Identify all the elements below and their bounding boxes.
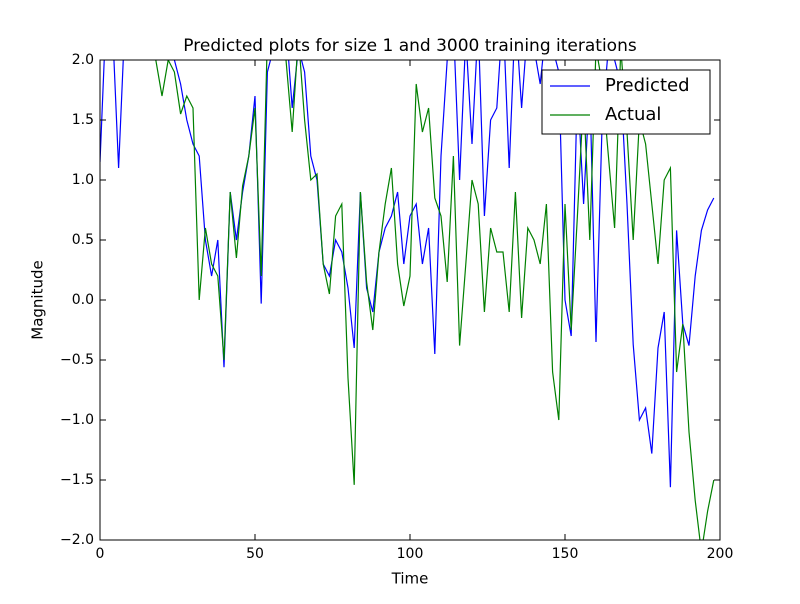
x-axis-label: Time — [391, 570, 429, 588]
y-tick-label: 0.0 — [72, 292, 94, 308]
legend-label: Actual — [605, 104, 661, 125]
y-tick-label: 0.5 — [72, 232, 94, 248]
y-tick-label: 1.5 — [72, 112, 94, 128]
y-tick-label: −2.0 — [60, 532, 94, 548]
x-tick-label: 50 — [246, 546, 264, 562]
x-tick-label: 150 — [552, 546, 579, 562]
x-tick-label: 200 — [707, 546, 734, 562]
chart-title: Predicted plots for size 1 and 3000 trai… — [183, 36, 637, 56]
x-tick-label: 100 — [397, 546, 424, 562]
y-tick-label: 1.0 — [72, 172, 94, 188]
data-line — [155, 60, 715, 540]
y-tick-label: −0.5 — [60, 352, 94, 368]
y-tick-label: −1.0 — [60, 412, 94, 428]
legend-label: Predicted — [605, 75, 690, 96]
y-tick-label: −1.5 — [60, 472, 94, 488]
data-line — [100, 60, 715, 488]
y-tick-label: 2.0 — [72, 52, 94, 68]
y-axis-label: Magnitude — [29, 260, 47, 339]
legend-box — [541, 69, 711, 135]
x-tick-label: 0 — [96, 546, 105, 562]
plot-area — [100, 60, 715, 540]
